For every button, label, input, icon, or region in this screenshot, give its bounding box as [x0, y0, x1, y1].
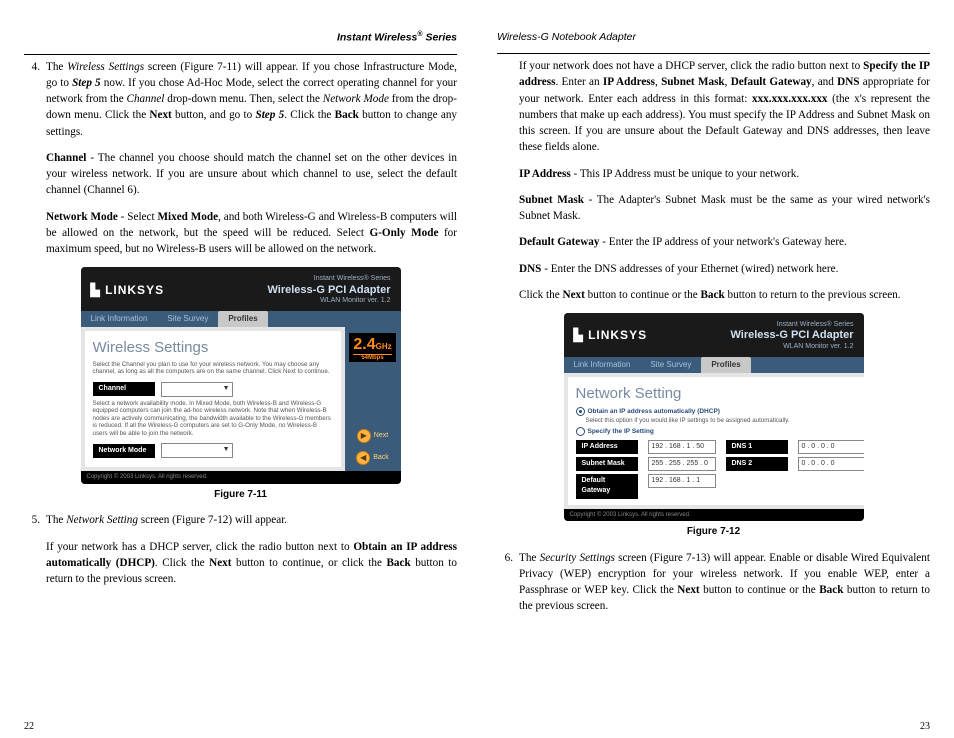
- step-6-body: The Security Settings screen (Figure 7-1…: [519, 550, 930, 615]
- fig12-header: LINKSYS Instant Wireless® Series Wireles…: [564, 313, 864, 357]
- left-page: Instant Wireless® Series 4. The Wireless…: [24, 30, 457, 728]
- next-button[interactable]: ▶Next: [357, 429, 388, 443]
- dns2-label: DNS 2: [726, 457, 788, 471]
- fig11-channel-row: Channel: [93, 382, 333, 397]
- running-header-left: Instant Wireless® Series: [24, 30, 457, 46]
- step-4-number: 4.: [24, 59, 40, 140]
- header-left-text: Instant Wireless: [337, 32, 417, 44]
- fig11-main-panel: Wireless Settings Select the Channel you…: [85, 331, 341, 467]
- fig11-desc: Select the Channel you plan to use for y…: [93, 361, 333, 376]
- gw-label: Default Gateway: [576, 474, 638, 498]
- radio-specify[interactable]: Specify the IP Setting: [576, 427, 864, 436]
- figure-7-11: LINKSYS Instant Wireless® Series Wireles…: [81, 267, 401, 483]
- fig11-netmode-dropdown[interactable]: [161, 443, 233, 458]
- page-spread: Instant Wireless® Series 4. The Wireless…: [0, 0, 954, 738]
- fig11-netmode-row: Network Mode: [93, 443, 333, 458]
- dns2-field[interactable]: 0 . 0 . 0 . 0: [798, 457, 864, 471]
- sm-field[interactable]: 255 . 255 . 255 . 0: [648, 457, 716, 471]
- linksys-logo: LINKSYS: [91, 282, 165, 299]
- radio-dhcp[interactable]: Obtain an IP address automatically (DHCP…: [576, 407, 864, 416]
- dns1-label: DNS 1: [726, 440, 788, 454]
- page-number-22: 22: [24, 720, 34, 735]
- step-6-number: 6.: [497, 550, 513, 615]
- gateway-def: Default Gateway - Enter the IP address o…: [519, 234, 930, 250]
- radio-dhcp-sub: Select this option if you would like IP …: [586, 417, 864, 424]
- fig11-channel-label: Channel: [93, 382, 155, 396]
- fig11-mode-desc: Select a network availability mode. In M…: [93, 400, 333, 437]
- fig12-body: Network Setting Obtain an IP address aut…: [564, 373, 864, 509]
- back-button[interactable]: ◀Back: [356, 451, 389, 465]
- registered-mark: ®: [417, 31, 422, 38]
- gw-field[interactable]: 192 . 168 . 1 . 1: [648, 474, 716, 488]
- header-left-suffix: Series: [425, 32, 457, 44]
- step-5: 5. The Network Setting screen (Figure 7-…: [24, 512, 457, 528]
- figure-7-12: LINKSYS Instant Wireless® Series Wireles…: [564, 313, 864, 521]
- fig11-caption: Figure 7-11: [24, 488, 457, 503]
- fig12-ip-grid: IP Address 192 . 168 . 1 . 50 DNS 1 0 . …: [576, 440, 864, 499]
- fig12-title: Network Setting: [576, 383, 864, 405]
- header-rule: [497, 53, 930, 54]
- fig11-side: 2.4GHz 54Mbps ▶Next ◀Back: [345, 327, 401, 471]
- dns-def: DNS - Enter the DNS addresses of your Et…: [519, 261, 930, 277]
- tab-profiles[interactable]: Profiles: [701, 357, 750, 373]
- click-next-back: Click the Next button to continue or the…: [519, 287, 930, 303]
- fig12-caption: Figure 7-12: [497, 525, 930, 540]
- tab-site-survey[interactable]: Site Survey: [157, 313, 218, 325]
- fig11-body: Wireless Settings Select the Channel you…: [81, 327, 401, 471]
- fig11-title: Wireless Settings: [93, 337, 333, 359]
- channel-definition: Channel - The channel you choose should …: [46, 150, 457, 199]
- step-4: 4. The Wireless Settings screen (Figure …: [24, 59, 457, 140]
- fig11-product-title: Instant Wireless® Series Wireless-G PCI …: [268, 275, 391, 305]
- page-number-23: 23: [920, 720, 930, 735]
- ip-field[interactable]: 192 . 168 . 1 . 50: [648, 440, 716, 454]
- fig11-netmode-label: Network Mode: [93, 444, 155, 458]
- fig12-main-panel: Network Setting Obtain an IP address aut…: [568, 377, 864, 505]
- dhcp-paragraph: If your network has a DHCP server, click…: [46, 539, 457, 588]
- right-page: Wireless-G Notebook Adapter If your netw…: [497, 30, 930, 728]
- fig11-tabs: Link Information Site Survey Profiles: [81, 311, 401, 327]
- network-mode-definition: Network Mode - Select Mixed Mode, and bo…: [46, 209, 457, 258]
- tab-link-info[interactable]: Link Information: [564, 359, 641, 371]
- fig11-footer: Copyright © 2003 Linksys. All rights res…: [81, 471, 401, 484]
- fig11-header: LINKSYS Instant Wireless® Series Wireles…: [81, 267, 401, 311]
- fig11-channel-dropdown[interactable]: [161, 382, 233, 397]
- ghz-badge: 2.4GHz 54Mbps: [349, 333, 395, 362]
- tab-link-info[interactable]: Link Information: [81, 313, 158, 325]
- fig12-footer: Copyright © 2003 Linksys. All rights res…: [564, 509, 864, 522]
- running-header-right: Wireless-G Notebook Adapter: [497, 30, 930, 45]
- step-4-body: The Wireless Settings screen (Figure 7-1…: [46, 59, 457, 140]
- sm-label: Subnet Mask: [576, 457, 638, 471]
- step-6: 6. The Security Settings screen (Figure …: [497, 550, 930, 615]
- header-rule: [24, 54, 457, 55]
- subnet-mask-def: Subnet Mask - The Adapter's Subnet Mask …: [519, 192, 930, 224]
- step-5-body: The Network Setting screen (Figure 7-12)…: [46, 512, 457, 528]
- ip-address-def: IP Address - This IP Address must be uni…: [519, 166, 930, 182]
- ip-label: IP Address: [576, 440, 638, 454]
- tab-site-survey[interactable]: Site Survey: [640, 359, 701, 371]
- tab-profiles[interactable]: Profiles: [218, 311, 267, 327]
- fig12-product-title: Instant Wireless® Series Wireless-G PCI …: [731, 321, 854, 351]
- fig12-tabs: Link Information Site Survey Profiles: [564, 357, 864, 373]
- dns1-field[interactable]: 0 . 0 . 0 . 0: [798, 440, 864, 454]
- step-5-number: 5.: [24, 512, 40, 528]
- specify-ip-paragraph: If your network does not have a DHCP ser…: [519, 58, 930, 155]
- linksys-logo: LINKSYS: [574, 327, 648, 344]
